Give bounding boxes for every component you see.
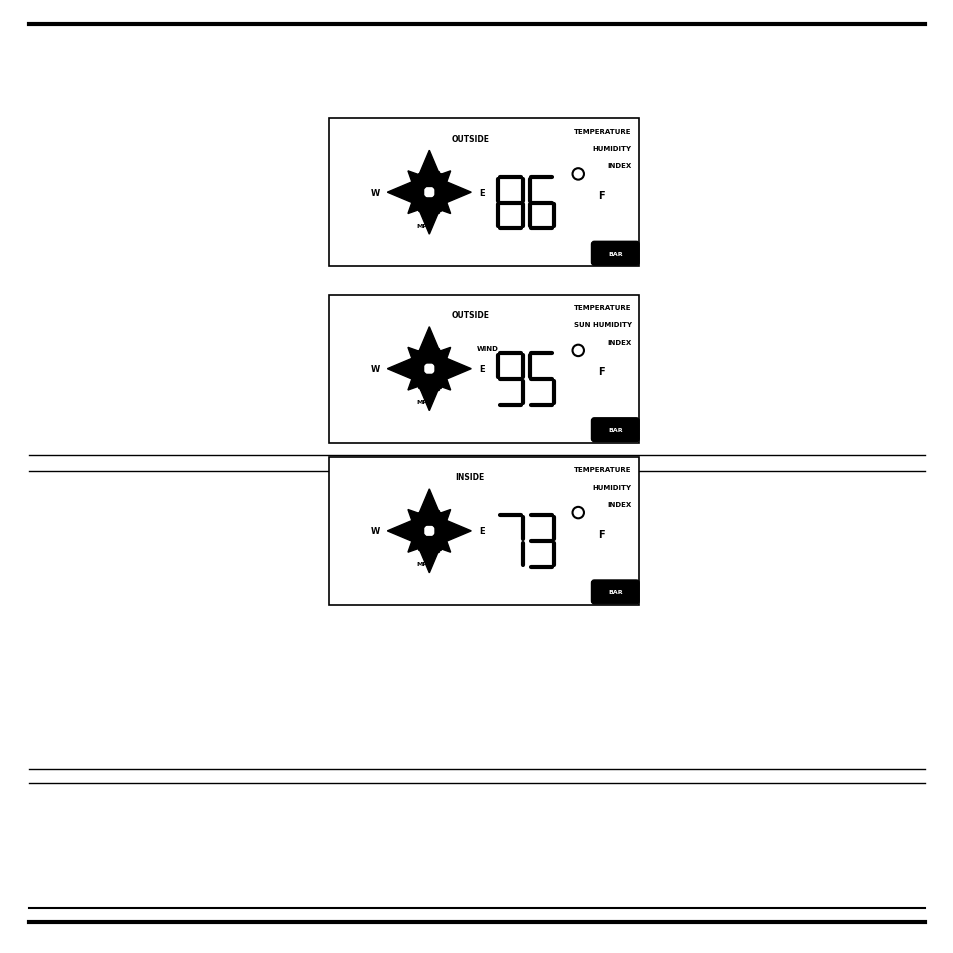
Text: BAR: BAR — [607, 428, 622, 433]
Polygon shape — [414, 199, 444, 235]
Text: E: E — [478, 365, 484, 374]
Polygon shape — [414, 537, 444, 573]
FancyBboxPatch shape — [329, 457, 639, 605]
Text: BAR: BAR — [607, 252, 622, 256]
Text: E: E — [478, 527, 484, 536]
Text: F: F — [598, 529, 604, 539]
Polygon shape — [408, 172, 433, 196]
FancyBboxPatch shape — [329, 119, 639, 267]
FancyBboxPatch shape — [591, 418, 639, 442]
Text: W: W — [370, 189, 379, 197]
FancyBboxPatch shape — [416, 472, 441, 492]
FancyBboxPatch shape — [416, 133, 441, 153]
Text: WIND: WIND — [476, 345, 498, 352]
Polygon shape — [387, 517, 423, 547]
FancyBboxPatch shape — [416, 570, 441, 591]
Text: BAR: BAR — [607, 590, 622, 595]
Polygon shape — [435, 517, 471, 547]
Text: TEMPERATURE: TEMPERATURE — [574, 129, 631, 134]
FancyBboxPatch shape — [416, 309, 441, 331]
Text: F: F — [598, 191, 604, 201]
Text: MPH: MPH — [416, 224, 433, 229]
Polygon shape — [414, 490, 444, 526]
Text: E: E — [478, 189, 484, 197]
Text: MPH: MPH — [416, 400, 433, 405]
Polygon shape — [425, 528, 450, 553]
Text: HUMIDITY: HUMIDITY — [592, 484, 631, 490]
Polygon shape — [425, 366, 450, 391]
Text: OUTSIDE: OUTSIDE — [451, 134, 489, 143]
FancyBboxPatch shape — [416, 409, 441, 429]
Polygon shape — [425, 190, 450, 214]
Polygon shape — [408, 510, 433, 535]
FancyBboxPatch shape — [591, 580, 639, 604]
Polygon shape — [387, 355, 423, 385]
Text: S: S — [426, 238, 432, 247]
Polygon shape — [425, 172, 450, 196]
Polygon shape — [425, 348, 450, 373]
Polygon shape — [408, 190, 433, 214]
Text: W: W — [370, 365, 379, 374]
Text: OUTSIDE: OUTSIDE — [451, 311, 489, 319]
Text: TEMPERATURE: TEMPERATURE — [574, 305, 631, 311]
Polygon shape — [408, 348, 433, 373]
Text: MPH: MPH — [416, 562, 433, 567]
FancyBboxPatch shape — [591, 242, 639, 266]
Text: W: W — [370, 527, 379, 536]
Text: HUMIDITY: HUMIDITY — [592, 146, 631, 152]
Polygon shape — [408, 366, 433, 391]
Polygon shape — [435, 177, 471, 209]
Text: INSIDE: INSIDE — [456, 473, 484, 481]
FancyBboxPatch shape — [416, 233, 441, 253]
Text: INDEX: INDEX — [607, 163, 631, 169]
Polygon shape — [414, 375, 444, 412]
Text: INDEX: INDEX — [607, 339, 631, 345]
Text: INDEX: INDEX — [607, 501, 631, 507]
Text: N: N — [426, 477, 432, 486]
Text: SUN HUMIDITY: SUN HUMIDITY — [573, 322, 631, 328]
Text: S: S — [426, 577, 432, 585]
Polygon shape — [425, 510, 450, 535]
Text: N: N — [426, 139, 432, 148]
Polygon shape — [414, 327, 444, 363]
Polygon shape — [414, 151, 444, 188]
Text: N: N — [426, 315, 432, 324]
Polygon shape — [387, 177, 423, 209]
Text: F: F — [598, 367, 604, 377]
FancyBboxPatch shape — [329, 295, 639, 443]
Polygon shape — [435, 355, 471, 385]
Polygon shape — [408, 528, 433, 553]
Text: S: S — [426, 415, 432, 423]
Text: TEMPERATURE: TEMPERATURE — [574, 467, 631, 473]
